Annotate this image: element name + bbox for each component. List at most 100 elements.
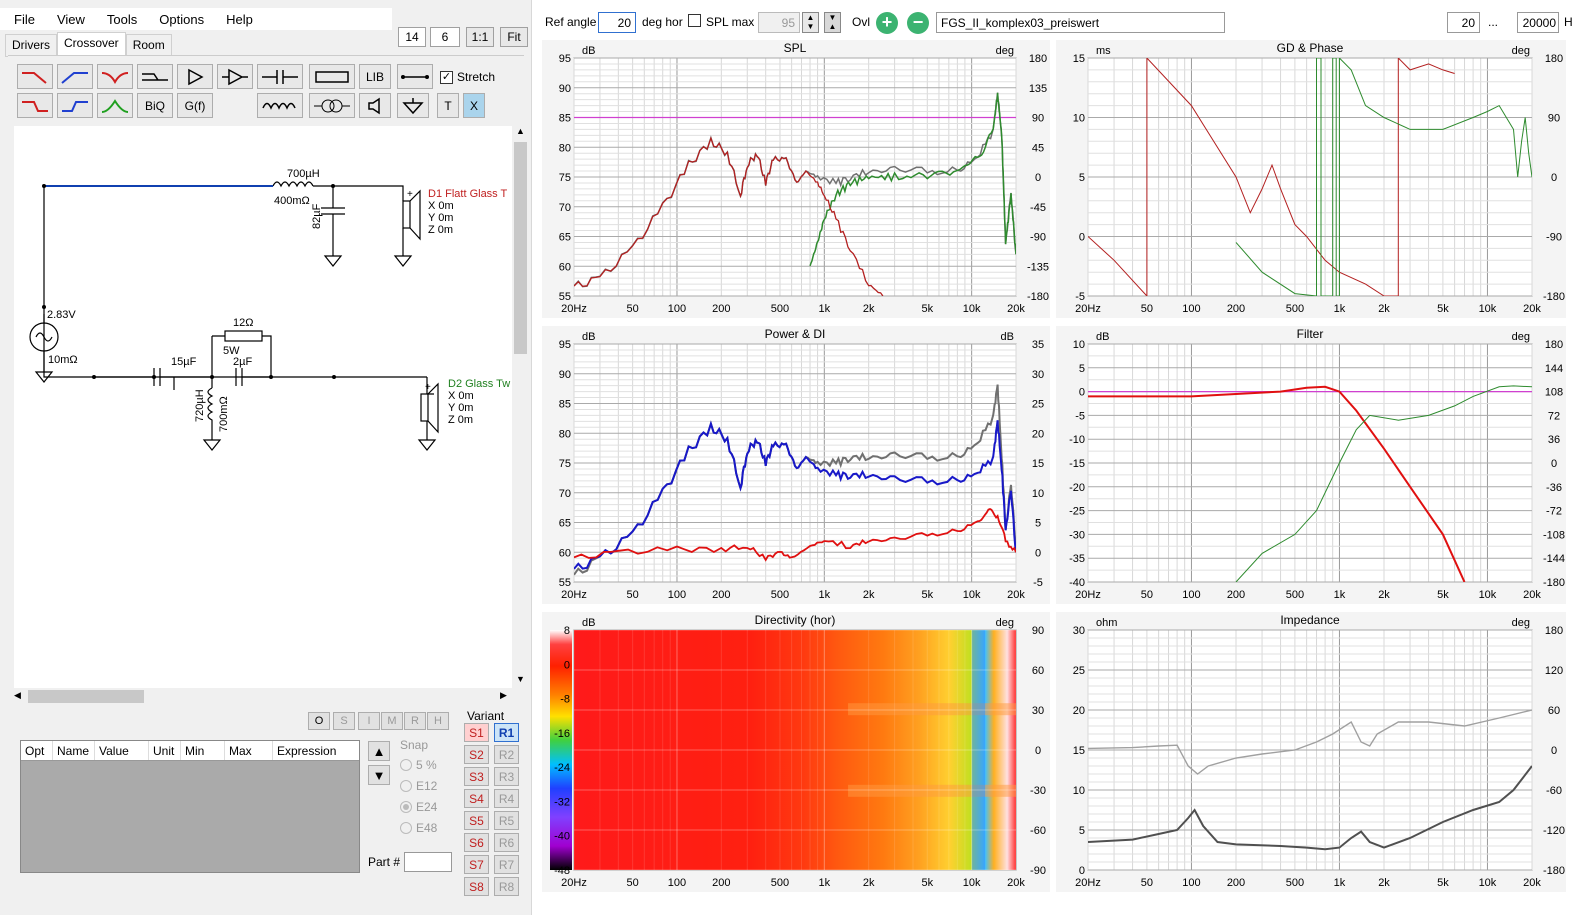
opt-r-button[interactable]: R bbox=[404, 712, 426, 730]
opt-i-button[interactable]: I bbox=[358, 712, 380, 730]
remove-overlay-icon[interactable]: − bbox=[907, 12, 929, 34]
move-down-button[interactable]: ▼ bbox=[368, 765, 390, 785]
variant-r8-button[interactable]: R8 bbox=[494, 877, 519, 896]
grid-y-input[interactable]: 6 bbox=[430, 27, 460, 47]
col-expression[interactable]: Expression bbox=[277, 744, 337, 758]
menu-file[interactable]: File bbox=[14, 11, 35, 27]
x-tool-button[interactable]: X bbox=[463, 93, 485, 118]
biquad-button[interactable]: BiQ bbox=[137, 93, 173, 118]
transformer-icon[interactable] bbox=[309, 93, 355, 118]
variant-s3-button[interactable]: S3 bbox=[464, 767, 489, 786]
highpass-1-icon[interactable] bbox=[57, 64, 93, 89]
power-di-panel[interactable]: Power & DI dB dB 95 90 85 80 75 70 65 60 55 35 30 25 20… bbox=[542, 326, 1050, 604]
col-min[interactable]: Min bbox=[181, 741, 225, 760]
variant-s7-button[interactable]: S7 bbox=[464, 855, 489, 874]
parts-grid[interactable]: Opt Name Value Unit Min Max Expression bbox=[20, 740, 360, 873]
variant-r5-button[interactable]: R5 bbox=[494, 811, 519, 830]
project-name-field[interactable]: FGS_II_komplex03_preiswert bbox=[936, 12, 1225, 33]
snap-e48[interactable]: E48 bbox=[400, 821, 455, 835]
scroll-down-icon[interactable]: ▼ bbox=[516, 674, 525, 684]
impedance-panel[interactable]: Impedance ohm deg 30 25 20 15 10 5 0 180 120 60 0 -60-… bbox=[1056, 612, 1566, 892]
schematic-canvas[interactable]: 700µH 400mΩ 82µF + D1 Flatt Glass T X 0m… bbox=[14, 126, 512, 688]
variant-s2-button[interactable]: S2 bbox=[464, 745, 489, 764]
snap-5pct[interactable]: 5 % bbox=[400, 758, 455, 772]
add-overlay-icon[interactable]: + bbox=[876, 12, 898, 34]
speaker-icon[interactable] bbox=[359, 93, 391, 118]
opt-m-button[interactable]: M bbox=[381, 712, 403, 730]
ground-icon[interactable] bbox=[397, 93, 429, 118]
lowpass-2-icon[interactable] bbox=[17, 93, 53, 118]
autoscale-icon[interactable]: ▼ ▲ bbox=[824, 12, 841, 33]
fit-button[interactable]: Fit bbox=[500, 27, 528, 47]
menu-help[interactable]: Help bbox=[226, 11, 253, 27]
opt-h-button[interactable]: H bbox=[427, 712, 449, 730]
variant-s6-button[interactable]: S6 bbox=[464, 833, 489, 852]
snap-e24[interactable]: E24 bbox=[400, 800, 455, 814]
power-xtick: 100 bbox=[668, 589, 686, 601]
scroll-right-icon[interactable]: ▶ bbox=[500, 690, 507, 700]
scroll-up-icon[interactable]: ▲ bbox=[516, 126, 525, 136]
tab-drivers[interactable]: Drivers bbox=[5, 34, 57, 57]
highpass-2-icon[interactable] bbox=[57, 93, 93, 118]
text-tool-button[interactable]: T bbox=[437, 93, 459, 118]
menu-view[interactable]: View bbox=[56, 11, 85, 27]
col-unit[interactable]: Unit bbox=[149, 741, 181, 760]
variant-s8-button[interactable]: S8 bbox=[464, 877, 489, 896]
variant-s4-button[interactable]: S4 bbox=[464, 789, 489, 808]
col-max[interactable]: Max bbox=[225, 741, 273, 760]
tab-crossover[interactable]: Crossover bbox=[57, 32, 126, 55]
shelf-icon[interactable] bbox=[137, 64, 173, 89]
stretch-checkbox[interactable]: ✓ Stretch bbox=[440, 70, 495, 84]
vscroll-thumb[interactable] bbox=[514, 142, 527, 354]
gd-phase-panel[interactable]: GD & Phase ms deg 15 10 5 0 -5 180 90 0 -90 -180 20Hz… bbox=[1056, 40, 1566, 318]
schematic-vscroll[interactable]: ▲ ▼ bbox=[512, 126, 529, 688]
variant-r6-button[interactable]: R6 bbox=[494, 833, 519, 852]
opt-s-button[interactable]: S bbox=[333, 712, 355, 730]
resistor-icon[interactable] bbox=[309, 64, 355, 89]
variant-r3-button[interactable]: R3 bbox=[494, 767, 519, 786]
ref-angle-input[interactable]: 20 bbox=[598, 12, 636, 33]
gd-green-phase-curve bbox=[1316, 58, 1532, 296]
menu-tools[interactable]: Tools bbox=[106, 11, 138, 27]
hscroll-thumb[interactable] bbox=[28, 690, 144, 703]
stretch-check-icon: ✓ bbox=[440, 70, 453, 84]
menu-options[interactable]: Options bbox=[159, 11, 205, 27]
directivity-panel[interactable]: Directivity (hor) dB deg 90 60 30 0 -30 -60 -90 20… bbox=[542, 612, 1050, 892]
zoom-1-1-button[interactable]: 1:1 bbox=[466, 27, 494, 47]
freq-from-input[interactable]: 20 bbox=[1447, 12, 1480, 33]
scroll-left-icon[interactable]: ◀ bbox=[14, 690, 21, 700]
buffer-icon[interactable] bbox=[177, 64, 213, 89]
col-opt[interactable]: Opt bbox=[21, 741, 53, 760]
tab-room[interactable]: Room bbox=[125, 34, 172, 57]
variant-r2-button[interactable]: R2 bbox=[494, 745, 519, 764]
inductor-icon[interactable] bbox=[257, 93, 303, 118]
lowpass-1-icon[interactable] bbox=[17, 64, 53, 89]
variant-r1-button[interactable]: R1 bbox=[494, 723, 519, 742]
splmax-spinner[interactable]: ▲ ▼ bbox=[802, 12, 819, 33]
filter-panel[interactable]: Filter dB deg 10 5 0 -5 -10 -15 -20 -25 -30 -35 -40 18… bbox=[1056, 326, 1566, 604]
notch-icon[interactable] bbox=[97, 64, 133, 89]
variant-s1-button[interactable]: S1 bbox=[464, 723, 489, 742]
part-number-input[interactable] bbox=[404, 852, 452, 872]
hz-label: Hz bbox=[1564, 15, 1573, 29]
lib-button[interactable]: LIB bbox=[359, 64, 391, 89]
capacitor-icon[interactable] bbox=[257, 64, 303, 89]
variant-r4-button[interactable]: R4 bbox=[494, 789, 519, 808]
opt-o-button[interactable]: O bbox=[308, 712, 330, 730]
opamp-icon[interactable] bbox=[217, 64, 253, 89]
gf-button[interactable]: G(f) bbox=[177, 93, 213, 118]
freq-to-input[interactable]: 20000 bbox=[1517, 12, 1559, 33]
grid-x-input[interactable]: 14 bbox=[398, 27, 426, 47]
splmax-input[interactable]: 95 bbox=[758, 12, 800, 33]
move-up-button[interactable]: ▲ bbox=[368, 741, 390, 761]
variant-s5-button[interactable]: S5 bbox=[464, 811, 489, 830]
wire-icon[interactable] bbox=[397, 64, 433, 89]
col-name[interactable]: Name bbox=[53, 741, 95, 760]
splmax-checkbox[interactable] bbox=[688, 14, 701, 27]
schematic-hscroll[interactable]: ◀ ▶ bbox=[14, 688, 512, 705]
variant-r7-button[interactable]: R7 bbox=[494, 855, 519, 874]
snap-e12[interactable]: E12 bbox=[400, 779, 455, 793]
bandpass-icon[interactable] bbox=[97, 93, 133, 118]
col-value[interactable]: Value bbox=[95, 741, 149, 760]
spl-panel[interactable]: SPL dB deg 95 90 85 80 75 70 65 60 55 180 135 90 45 0 -45… bbox=[542, 40, 1050, 318]
